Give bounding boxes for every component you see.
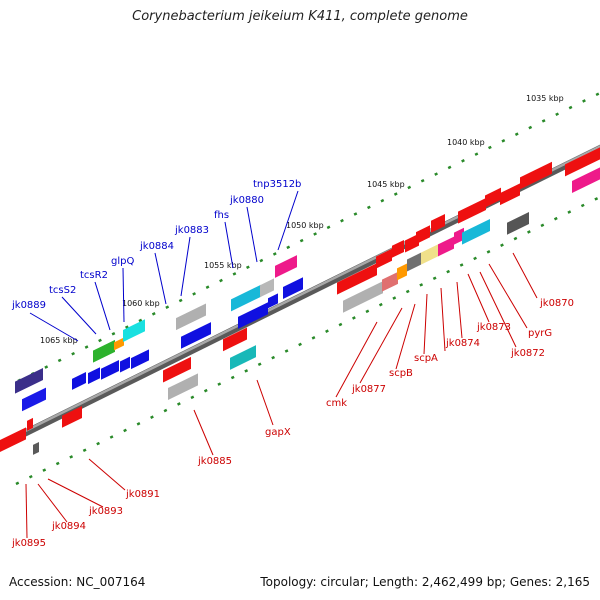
gene-jk0891[interactable] (0, 427, 26, 452)
gene-block[interactable] (223, 327, 247, 352)
topology-text: Topology: circular; Length: 2,462,499 bp… (260, 575, 590, 589)
gene-block[interactable] (431, 213, 445, 233)
gene-block[interactable] (500, 183, 520, 206)
gene-label[interactable]: jk0874 (445, 338, 480, 349)
gene-label[interactable]: scpA (414, 353, 438, 364)
gene-block[interactable] (163, 356, 191, 383)
tick-label: 1045 kbp (367, 180, 405, 189)
forward-genes (15, 255, 303, 412)
gene-block[interactable] (485, 187, 501, 208)
gene-jk0880[interactable] (260, 278, 274, 298)
gene-jk0870[interactable] (507, 211, 529, 235)
gene-block[interactable] (88, 367, 100, 385)
gene-label[interactable]: fhs (214, 210, 229, 221)
tick-label: 1040 kbp (447, 138, 485, 147)
gene-label[interactable]: tcsR2 (80, 270, 108, 281)
tick-label: 1060 kbp (122, 299, 160, 308)
gene-block[interactable] (405, 233, 419, 253)
gene-label[interactable]: scpB (389, 368, 413, 379)
gene-jk0874[interactable] (421, 243, 439, 265)
gene-block[interactable] (268, 293, 278, 309)
gene-label[interactable]: jk0883 (174, 225, 209, 236)
gene-label[interactable]: jk0870 (539, 298, 574, 309)
gene-label[interactable]: jk0884 (139, 241, 174, 252)
gene-scpB[interactable] (382, 271, 398, 292)
forward-labels: jk0889 tcsS2 tcsR2 glpQ jk0884 jk0883 fh… (11, 179, 301, 311)
gene-label[interactable]: tnp3512b (253, 179, 301, 190)
tick-label: 1035 kbp (526, 94, 564, 103)
gene-jk0885[interactable] (168, 373, 198, 401)
gene-tcsR2[interactable] (93, 339, 115, 363)
gene-jk0873[interactable] (438, 236, 454, 257)
gene-label[interactable]: jk0894 (51, 521, 86, 532)
gene-label[interactable]: tcsS2 (49, 285, 76, 296)
gene-cmk[interactable] (337, 263, 377, 295)
scale-line-inner (15, 195, 600, 486)
gene-label[interactable]: jk0873 (476, 322, 511, 333)
gene-label[interactable]: pyrG (528, 328, 552, 339)
gene-label[interactable]: jk0893 (88, 506, 123, 517)
reverse-labels: jk0870 pyrG jk0873 jk0872 jk0874 scpA sc… (11, 298, 574, 549)
tick-label: 1065 kbp (40, 336, 78, 345)
gene-jk0883[interactable] (181, 322, 211, 349)
gene-label[interactable]: jk0872 (510, 348, 545, 359)
gene-jk0877[interactable] (343, 281, 383, 313)
scale-line-outer (17, 91, 600, 383)
scale-ticks: 1035 kbp 1040 kbp 1045 kbp 1050 kbp 1055… (40, 94, 564, 345)
gene-gapX[interactable] (230, 345, 256, 370)
accession-text: Accession: NC_007164 (9, 575, 146, 589)
gene-block[interactable] (72, 372, 86, 390)
gene-block[interactable] (131, 349, 149, 370)
gene-block[interactable] (572, 167, 600, 194)
gene-label[interactable]: glpQ (111, 256, 134, 267)
gene-block[interactable] (238, 302, 268, 329)
gene-block[interactable] (62, 406, 82, 428)
gene-jk0872[interactable] (454, 227, 464, 245)
gene-block[interactable] (520, 161, 552, 190)
gene-block[interactable] (416, 225, 430, 245)
gene-jk0893[interactable] (27, 417, 33, 431)
gene-block[interactable] (101, 359, 119, 380)
map-title: Corynebacterium jeikeium K411, complete … (132, 9, 468, 24)
tick-label: 1055 kbp (204, 261, 242, 270)
gene-scpA[interactable] (397, 263, 407, 281)
reverse-genes (0, 147, 600, 455)
gene-tcsS2[interactable] (22, 387, 46, 412)
gene-fhs[interactable] (231, 284, 261, 312)
gene-jk0884[interactable] (176, 303, 206, 331)
gene-scpA-2[interactable] (407, 252, 421, 272)
gene-block[interactable] (392, 239, 404, 258)
gene-glpQ-segment[interactable] (114, 337, 124, 351)
gene-pyrG[interactable] (462, 219, 490, 245)
gene-label[interactable]: cmk (326, 398, 347, 409)
gene-tnp3512b[interactable] (275, 255, 297, 278)
gene-block[interactable] (120, 356, 130, 373)
gene-glpQ[interactable] (123, 319, 145, 343)
gene-label[interactable]: jk0880 (229, 195, 264, 206)
gene-label[interactable]: jk0877 (351, 384, 386, 395)
gene-label[interactable]: jk0885 (197, 456, 232, 467)
gene-label[interactable]: jk0891 (125, 489, 160, 500)
gene-label[interactable]: gapX (265, 427, 291, 438)
gene-jk0889[interactable] (15, 368, 43, 394)
gene-block[interactable] (458, 197, 486, 224)
gene-block[interactable] (283, 277, 303, 299)
tick-label: 1050 kbp (286, 221, 324, 230)
gene-label[interactable]: jk0895 (11, 538, 46, 549)
gene-label[interactable]: jk0889 (11, 300, 46, 311)
leader-lines (25, 190, 538, 539)
gene-jk0894[interactable] (33, 441, 39, 455)
gene-block[interactable] (376, 248, 392, 269)
gene-block[interactable] (565, 147, 600, 177)
